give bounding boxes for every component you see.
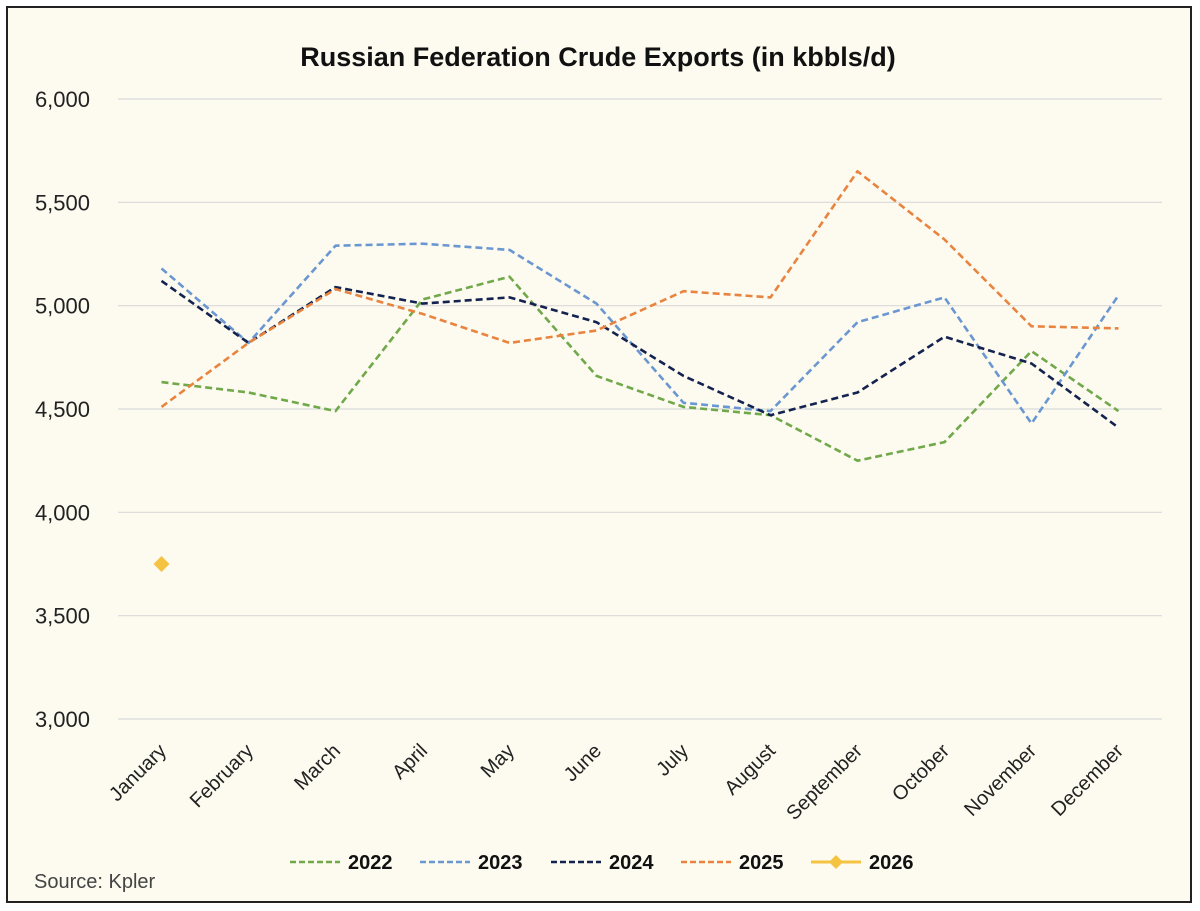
y-tick-label: 5,000 — [35, 294, 90, 319]
x-tick-label: March — [290, 740, 345, 795]
y-tick-label: 4,500 — [35, 397, 90, 422]
y-tick-label: 6,000 — [35, 87, 90, 112]
series-2024-line — [160, 279, 1120, 429]
x-tick-label: August — [720, 740, 780, 800]
y-axis: 3,000 3,500 4,000 4,500 5,000 5,500 6,000 — [35, 87, 90, 732]
legend-label-2024: 2024 — [609, 852, 654, 874]
legend: 2022 2023 2024 2025 2026 — [290, 852, 914, 874]
legend-marker-2026 — [829, 855, 843, 869]
series-2026-point — [153, 556, 170, 572]
x-tick-label: October — [888, 740, 954, 806]
x-tick-label: July — [652, 740, 693, 781]
chart-title: Russian Federation Crude Exports (in kbb… — [300, 42, 896, 72]
x-tick-label: June — [560, 740, 606, 786]
legend-label-2022: 2022 — [348, 852, 393, 874]
x-tick-label: April — [388, 740, 432, 784]
legend-label-2026: 2026 — [869, 852, 914, 874]
x-axis: January February March April May June July Augu… — [105, 740, 1128, 825]
chart-frame — [6, 6, 1192, 903]
series — [153, 170, 1120, 572]
x-tick-label: February — [186, 740, 258, 812]
series-2022-line — [161, 275, 1120, 463]
source-note: Source: Kpler — [34, 871, 156, 893]
gridlines — [118, 98, 1162, 720]
x-tick-label: November — [960, 740, 1041, 821]
y-tick-label: 3,500 — [35, 604, 90, 629]
y-tick-label: 5,500 — [35, 190, 90, 215]
legend-label-2025: 2025 — [739, 852, 784, 874]
y-tick-label: 3,000 — [35, 707, 90, 732]
x-tick-label: May — [477, 740, 519, 782]
series-2025-line — [160, 170, 1119, 408]
x-tick-label: December — [1047, 740, 1128, 821]
x-tick-label: January — [105, 740, 171, 806]
y-tick-label: 4,000 — [35, 500, 90, 525]
x-tick-label: September — [782, 740, 867, 825]
series-2023-line — [160, 242, 1120, 425]
legend-label-2023: 2023 — [478, 852, 523, 874]
